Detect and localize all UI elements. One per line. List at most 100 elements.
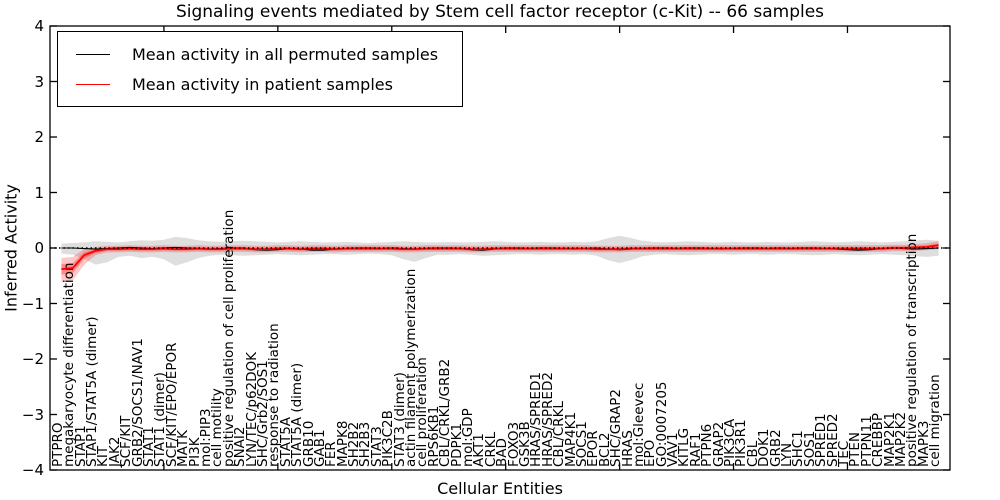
x-category-label: FOXO3 bbox=[505, 421, 522, 467]
x-category-label: mol:GDP bbox=[460, 408, 477, 467]
x-category-label: SCF/KIT/EPO/EPOR bbox=[163, 342, 180, 467]
x-category-label: megakaryocyte differentiation bbox=[61, 262, 78, 467]
x-axis-label: Cellular Entities bbox=[437, 479, 563, 498]
series-line bbox=[61, 246, 939, 251]
x-category-label: STAT3 (dimer) bbox=[391, 372, 408, 467]
x-category-label: GRB10 bbox=[300, 420, 317, 467]
x-category-label: MAP2K1 bbox=[881, 411, 898, 467]
x-category-label: PTPN6 bbox=[699, 423, 716, 467]
x-category-label: STAT5A bbox=[277, 416, 294, 467]
legend-line-patient-icon bbox=[76, 83, 110, 85]
x-category-label: SPRED1 bbox=[813, 413, 830, 467]
x-category-label: positive regulation of transcription bbox=[904, 233, 921, 467]
x-category-label: TEC bbox=[835, 440, 852, 467]
x-category-label: SH2B3 bbox=[357, 421, 374, 467]
band-patient-sample-range-outer bbox=[61, 241, 939, 283]
x-category-label: VAV1 bbox=[665, 432, 682, 467]
series-line bbox=[61, 244, 939, 270]
legend-item: Mean activity in patient samples bbox=[58, 69, 438, 99]
x-category-label: SOS1 bbox=[801, 430, 818, 467]
x-category-label: AKT1 bbox=[471, 433, 488, 467]
y-tick-label: −1 bbox=[21, 294, 44, 313]
y-tick-label: −3 bbox=[21, 405, 44, 424]
x-category-label: GSK3B bbox=[516, 421, 533, 467]
y-tick-label: −4 bbox=[21, 461, 44, 479]
x-category-label: HRAS bbox=[619, 430, 636, 467]
x-category-label: response to radiation bbox=[266, 323, 283, 467]
x-category-label: LYN bbox=[779, 442, 795, 467]
x-category-label: CRKL bbox=[482, 431, 499, 467]
x-category-label: CREBBP bbox=[870, 413, 887, 467]
x-category-label: RAF1 bbox=[687, 432, 704, 467]
x-category-label: EPOR bbox=[585, 430, 602, 467]
x-category-label: STAT5A (dimer) bbox=[289, 362, 306, 467]
x-category-label: DOK1 bbox=[756, 428, 773, 467]
x-category-label: HRAS/SPRED2 bbox=[539, 372, 556, 467]
x-category-label: SHC/GRAP2 bbox=[608, 389, 625, 467]
x-category-label: cell proliferation bbox=[414, 357, 431, 467]
x-category-label: BCL2 bbox=[596, 432, 613, 467]
x-category-label: mol:PIP3 bbox=[197, 408, 214, 467]
x-category-label: SPRED2 bbox=[824, 413, 841, 467]
x-category-label: PI3K bbox=[186, 437, 203, 467]
x-category-label: KIT bbox=[95, 445, 112, 467]
x-category-label: GRAP2 bbox=[710, 421, 727, 467]
x-category-label: SHC/Grb2/SOS1 bbox=[254, 360, 271, 467]
y-tick-label: 2 bbox=[34, 128, 44, 146]
x-category-label: GRB2 bbox=[767, 429, 784, 467]
legend-item: Mean activity in all permuted samples bbox=[58, 39, 438, 69]
x-category-label: STAT3 bbox=[368, 426, 385, 467]
x-category-label: JAK2 bbox=[106, 436, 123, 467]
x-category-label: cell migration bbox=[927, 374, 944, 467]
x-category-label: LYN/TEC/p62DOK bbox=[243, 352, 260, 467]
x-category-label: PIK3CA bbox=[722, 418, 739, 467]
x-category-label: SOCS1 bbox=[573, 421, 590, 467]
x-category-label: STAT1 (dimer) bbox=[152, 372, 169, 467]
x-category-label: PIK3C2B bbox=[380, 410, 397, 467]
x-category-label: positive regulation of cell proliferatio… bbox=[220, 209, 237, 467]
x-category-label: GO:0007205 bbox=[653, 381, 670, 467]
x-category-label: SCF/KIT bbox=[118, 415, 135, 467]
x-category-label: SHC1 bbox=[790, 430, 807, 467]
x-category-label: GAB1 bbox=[311, 429, 328, 467]
legend: Mean activity in all permuted samples Me… bbox=[57, 31, 464, 107]
x-category-label: HRAS/SPRED1 bbox=[528, 372, 545, 467]
band-patient-sample-range-inner bbox=[61, 243, 939, 275]
legend-line-permuted-icon bbox=[76, 53, 110, 55]
x-category-label: STAT1 bbox=[141, 426, 158, 467]
x-category-label: STAP1 bbox=[72, 425, 89, 467]
x-category-label: MAP2K2 bbox=[892, 411, 909, 467]
legend-label-permuted: Mean activity in all permuted samples bbox=[132, 44, 439, 64]
legend-label-patient: Mean activity in patient samples bbox=[132, 74, 393, 94]
x-category-label: cell motility bbox=[209, 388, 226, 467]
x-category-label: actin filament polymerization bbox=[403, 268, 420, 467]
chart-title: Signaling events mediated by Stem cell f… bbox=[175, 2, 825, 22]
band-permuted-sample-range bbox=[61, 235, 939, 266]
y-tick-label: 0 bbox=[34, 239, 44, 257]
x-category-label: CBL/CRKL bbox=[551, 401, 568, 467]
x-category-label: RPS6KB1 bbox=[425, 405, 442, 467]
x-category-label: MATK bbox=[175, 430, 192, 467]
x-category-label: STAP1/STAT5A (dimer) bbox=[84, 316, 101, 467]
y-tick-label: 4 bbox=[34, 17, 44, 35]
x-category-label: PIK3R1 bbox=[733, 419, 750, 467]
y-axis-label: Inferred Activity bbox=[1, 184, 21, 312]
x-category-label: PTEN bbox=[847, 431, 864, 467]
y-tick-label: 3 bbox=[34, 72, 44, 91]
x-category-label: PTPN11 bbox=[858, 415, 875, 467]
x-category-label: MAPK8 bbox=[334, 420, 351, 467]
x-category-label: CBL bbox=[744, 440, 761, 467]
x-category-label: CBL/CRKL/GRB2 bbox=[437, 358, 454, 467]
x-category-label: SNAI2 bbox=[232, 426, 249, 467]
y-tick-label: 1 bbox=[34, 183, 44, 202]
x-category-label: SH2B2 bbox=[346, 421, 363, 467]
x-category-label: mol:Gleevec bbox=[630, 382, 647, 467]
x-category-label: MAPK3 bbox=[915, 420, 932, 467]
x-category-label: MAP4K1 bbox=[562, 411, 579, 467]
y-tick-label: −2 bbox=[21, 350, 44, 368]
x-category-label: EPO bbox=[642, 439, 659, 467]
x-category-label: FER bbox=[323, 441, 340, 467]
x-category-label: BAD bbox=[494, 438, 511, 467]
x-category-label: KITLG bbox=[676, 427, 693, 467]
